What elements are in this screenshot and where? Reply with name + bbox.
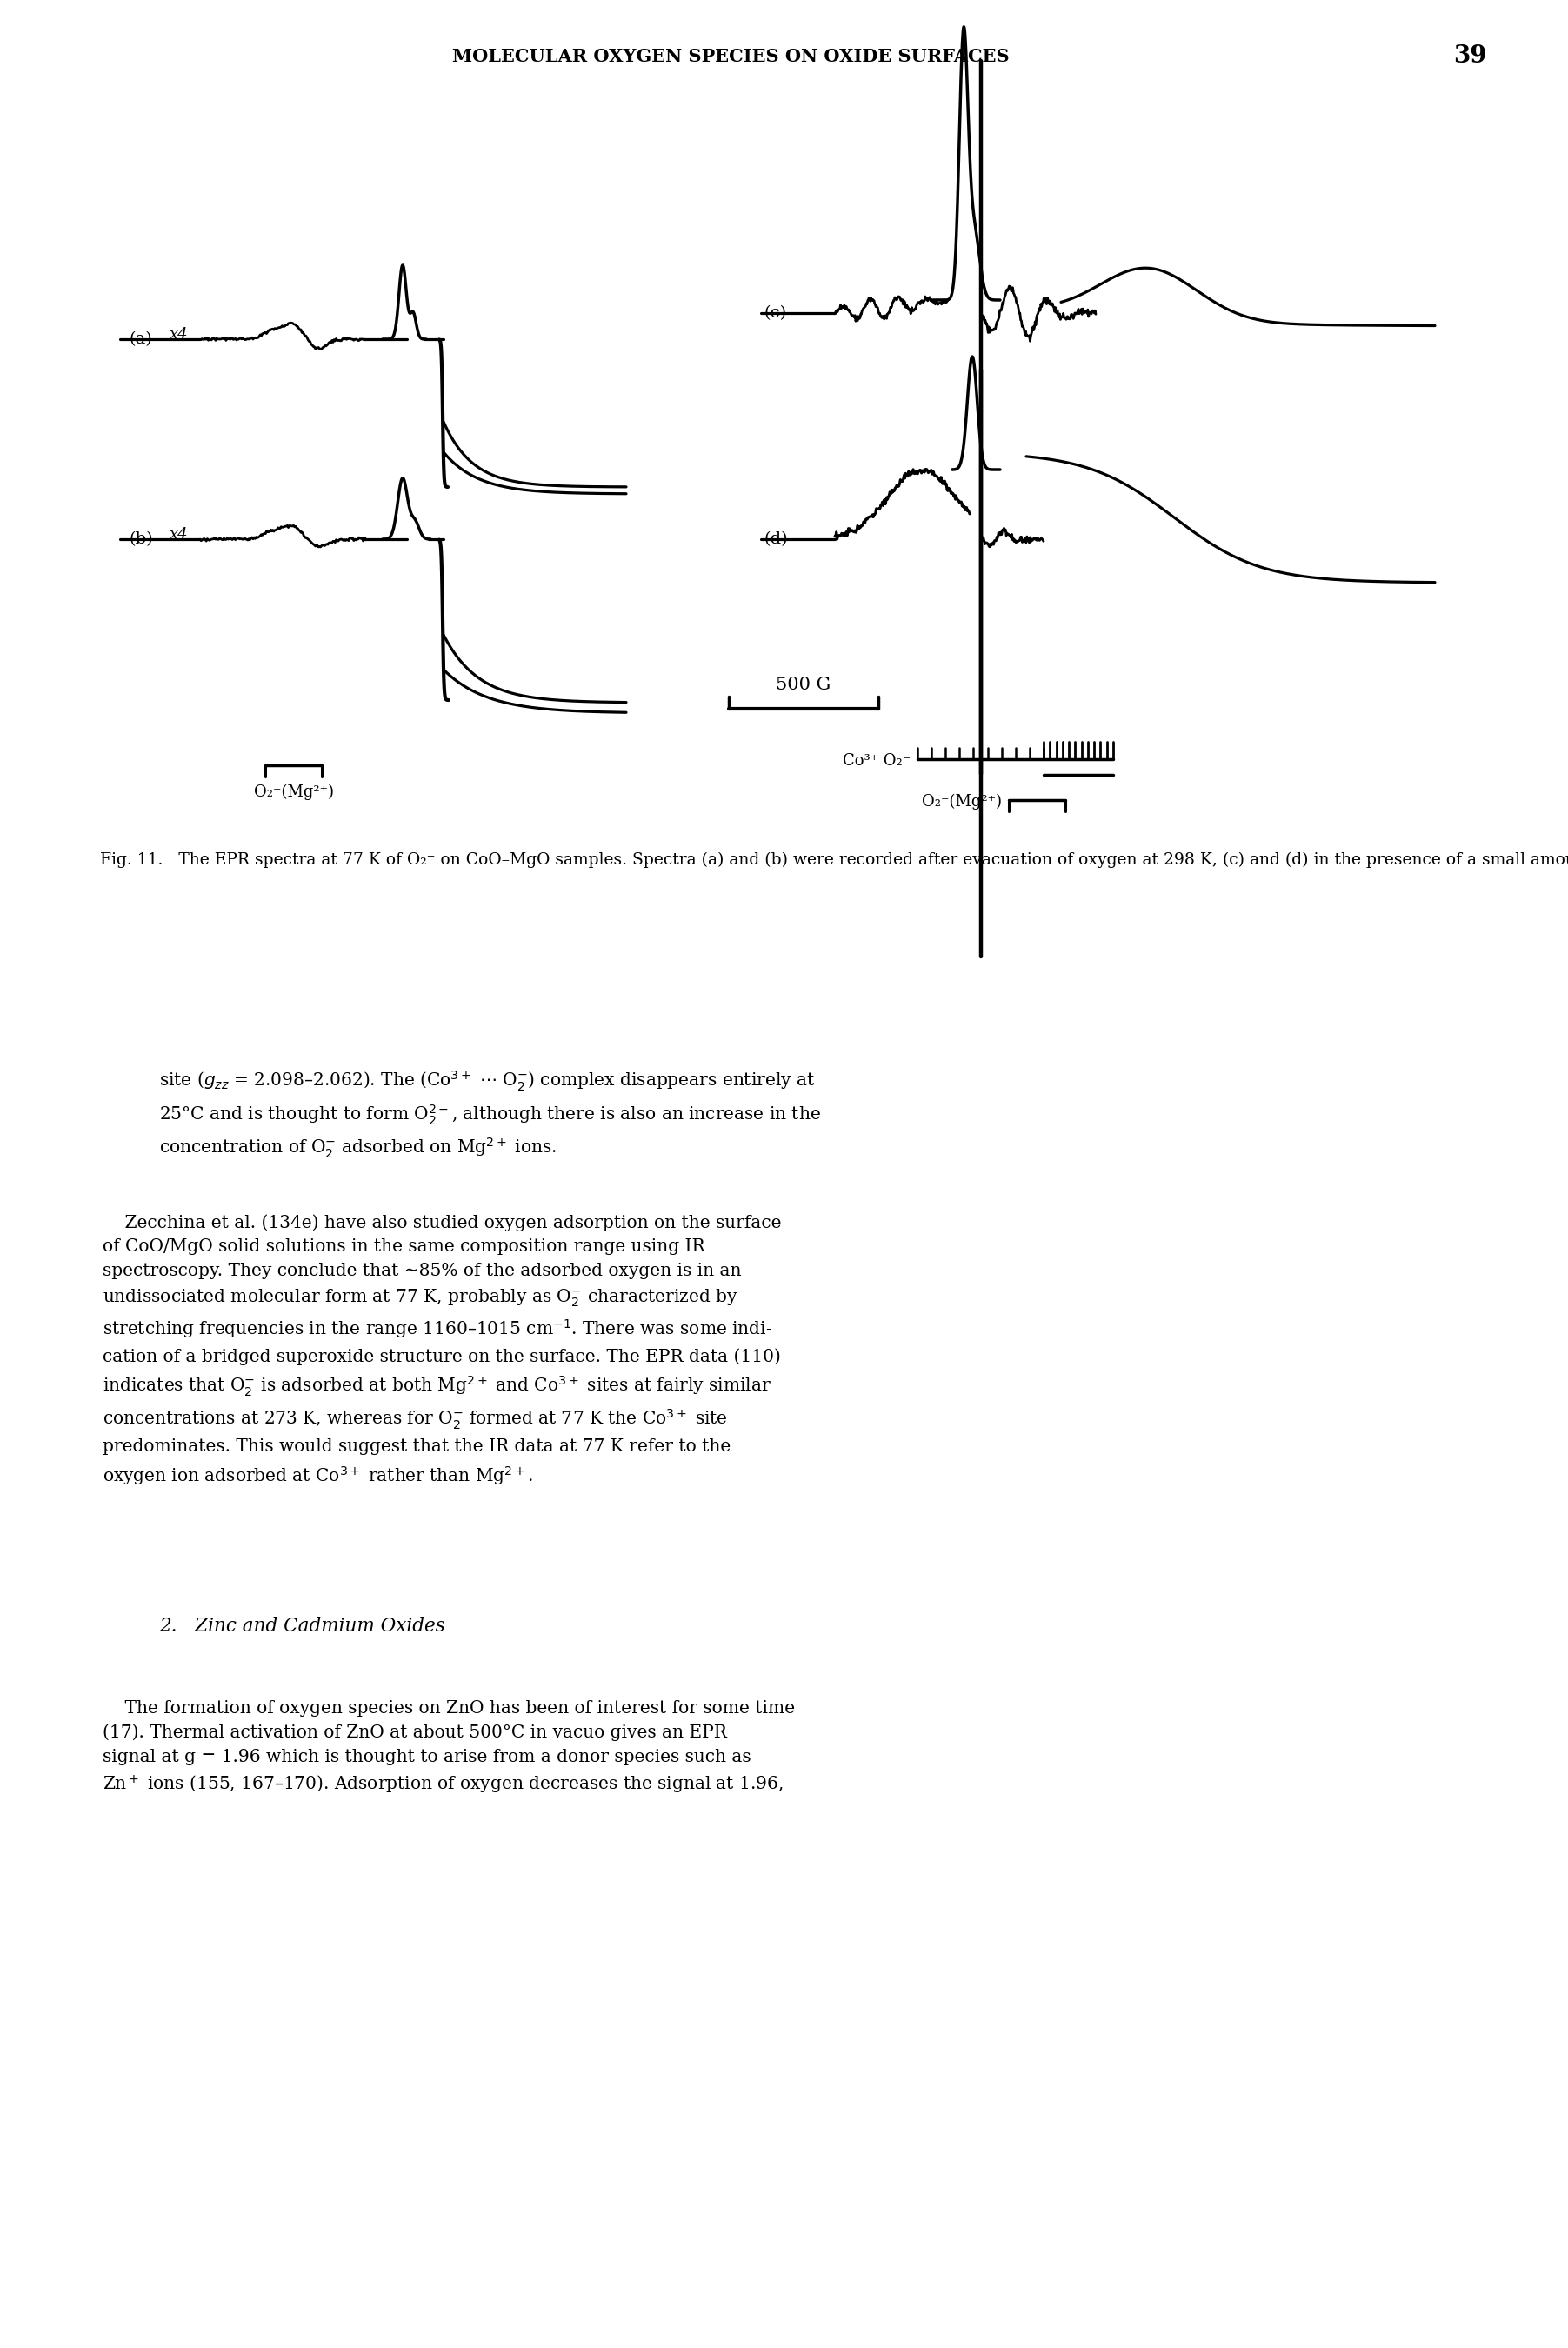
Text: Co³⁺ O₂⁻: Co³⁺ O₂⁻ bbox=[842, 754, 911, 768]
Text: x4: x4 bbox=[169, 326, 188, 343]
Text: 39: 39 bbox=[1454, 45, 1486, 68]
Text: (d): (d) bbox=[764, 531, 787, 547]
Text: (c): (c) bbox=[764, 305, 786, 322]
Text: x4: x4 bbox=[169, 526, 188, 542]
Text: 500 G: 500 G bbox=[776, 676, 831, 693]
Text: 2.   Zinc and Cadmium Oxides: 2. Zinc and Cadmium Oxides bbox=[158, 1618, 445, 1637]
Text: (a): (a) bbox=[129, 331, 152, 348]
Text: Fig. 11.   The EPR spectra at 77 K of O₂⁻ on CoO–MgO samples. Spectra (a) and (b: Fig. 11. The EPR spectra at 77 K of O₂⁻ … bbox=[100, 852, 1568, 869]
Text: site ($g_{zz}$ = 2.098–2.062). The (Co$^{3+}$ $\cdots$ O$_2^{-}$) complex disapp: site ($g_{zz}$ = 2.098–2.062). The (Co$^… bbox=[158, 1071, 822, 1160]
Text: Zecchina et al. (134e) have also studied oxygen adsorption on the surface
of CoO: Zecchina et al. (134e) have also studied… bbox=[102, 1214, 781, 1486]
Text: (b): (b) bbox=[129, 531, 152, 547]
Text: O₂⁻(Mg²⁺): O₂⁻(Mg²⁺) bbox=[922, 794, 1002, 810]
Text: The formation of oxygen species on ZnO has been of interest for some time
(17). : The formation of oxygen species on ZnO h… bbox=[102, 1700, 795, 1796]
Text: O₂⁻(Mg²⁺): O₂⁻(Mg²⁺) bbox=[254, 784, 334, 801]
Text: MOLECULAR OXYGEN SPECIES ON OXIDE SURFACES: MOLECULAR OXYGEN SPECIES ON OXIDE SURFAC… bbox=[452, 47, 1010, 66]
